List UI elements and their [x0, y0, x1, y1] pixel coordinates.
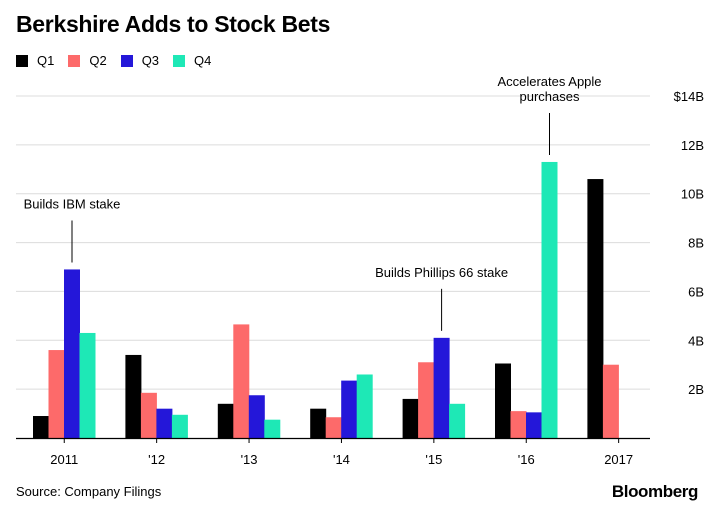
x-tick-label: '12 — [148, 452, 165, 467]
bar-q3-0 — [64, 269, 80, 438]
bar-q3-4 — [433, 337, 450, 438]
y-tick-label: 12B — [681, 138, 704, 153]
bloomberg-logo: Bloomberg — [611, 482, 699, 501]
legend-swatch-q2 — [68, 54, 81, 67]
legend-swatch-q1 — [16, 54, 28, 67]
bar-q1-3 — [310, 408, 327, 438]
legend-item-q2: Q2 — [68, 53, 107, 68]
bar-q1-6 — [587, 179, 604, 439]
x-tick-label: '15 — [425, 452, 442, 467]
source-note: Source: Company Filings — [16, 484, 162, 499]
bar-q1-1 — [125, 354, 142, 438]
y-tick-label: 4B — [688, 333, 704, 348]
x-tick-label: 2017 — [604, 452, 633, 467]
x-tick-label: '14 — [333, 452, 350, 467]
legend-label-q1: Q1 — [37, 53, 55, 68]
y-tick-label: 2B — [688, 382, 704, 397]
legend: Q1 Q2 Q3 Q4 — [16, 53, 225, 68]
legend-label-q4: Q4 — [194, 53, 212, 68]
annotation-text-2: purchases — [520, 89, 580, 104]
bar-q1-2 — [217, 403, 234, 438]
x-tick-label: '13 — [241, 452, 258, 467]
bar-q3-2 — [248, 395, 265, 438]
legend-swatch-q4 — [173, 54, 186, 67]
bar-q1-5 — [495, 363, 511, 438]
bar-q2-6 — [602, 364, 619, 438]
bar-q2-5 — [510, 411, 527, 438]
bar-q2-0 — [48, 350, 65, 438]
y-tick-label: 6B — [688, 284, 704, 299]
legend-item-q4: Q4 — [173, 53, 211, 68]
y-tick-label: 8B — [688, 236, 704, 251]
legend-label-q2: Q2 — [89, 53, 107, 68]
legend-item-q1: Q1 — [16, 53, 54, 68]
bar-q1-0 — [33, 416, 49, 438]
x-tick-label: '16 — [518, 452, 535, 467]
bar-q3-1 — [156, 408, 173, 438]
bar-q3-3 — [341, 380, 358, 438]
annotation-text-0: Builds IBM stake — [24, 196, 121, 211]
bar-q4-1 — [171, 414, 188, 438]
chart-title: Berkshire Adds to Stock Bets — [16, 11, 331, 37]
bar-q1-4 — [402, 398, 419, 438]
bar-q2-1 — [140, 392, 157, 438]
legend-label-q3: Q3 — [141, 53, 160, 68]
bar-q2-2 — [233, 324, 250, 438]
bar-q4-3 — [356, 374, 373, 438]
y-tick-label: $14B — [674, 89, 704, 104]
bar-q4-4 — [449, 403, 466, 438]
legend-item-q3: Q3 — [120, 53, 160, 68]
bar-q4-5 — [541, 161, 558, 438]
annotation-text-2: Accelerates Apple — [497, 74, 601, 89]
bar-q2-3 — [325, 417, 342, 438]
bar-q4-0 — [79, 332, 96, 438]
bar-q3-5 — [526, 412, 542, 438]
annotation-text-1: Builds Phillips 66 stake — [375, 265, 508, 280]
y-tick-label: 10B — [681, 187, 704, 202]
x-tick-label: 2011 — [50, 452, 78, 467]
legend-swatch-q3 — [120, 54, 133, 67]
bar-q2-4 — [418, 362, 435, 438]
bar-q4-2 — [264, 419, 281, 438]
